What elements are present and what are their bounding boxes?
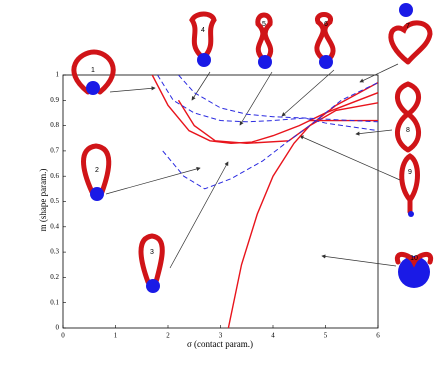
y-axis-label: m (shape param.) <box>38 169 48 232</box>
curve <box>178 75 378 123</box>
y-tick-label: 0 <box>56 324 60 332</box>
shape-icons <box>71 3 434 293</box>
x-axis-label: σ (contact param.) <box>187 339 253 349</box>
x-tick-label: 2 <box>166 332 170 340</box>
x-tick-label: 6 <box>376 332 380 340</box>
y-tick-label: 0.6 <box>50 172 59 180</box>
x-tick-label: 5 <box>324 332 328 340</box>
shape-number: 8 <box>406 127 410 134</box>
x-tick-label: 4 <box>271 332 275 340</box>
x-tick-label: 1 <box>114 332 118 340</box>
y-tick-label: 0.4 <box>50 222 59 230</box>
shape-number: 9 <box>408 169 412 176</box>
shape-number: 2 <box>95 167 99 174</box>
curve <box>227 81 378 328</box>
shape-number: 7 <box>406 23 410 30</box>
shape-number: 4 <box>201 27 205 34</box>
y-tick-label: 0.5 <box>50 197 59 205</box>
y-tick-label: 0.9 <box>50 96 59 104</box>
curve <box>162 82 378 190</box>
y-tick-label: 0.2 <box>50 273 59 281</box>
y-tick-label: 0.8 <box>50 121 59 129</box>
x-tick-label: 3 <box>219 332 223 340</box>
shape-number: 3 <box>150 249 154 256</box>
x-tick-label: 0 <box>61 332 65 340</box>
y-tick-label: 0.7 <box>50 147 59 155</box>
y-tick-label: 1 <box>56 71 60 79</box>
shape-number: 1 <box>91 67 95 74</box>
arrows <box>105 63 401 269</box>
shape-number: 10 <box>410 255 418 262</box>
y-tick-label: 0.1 <box>50 298 59 306</box>
shape-number: 6 <box>324 21 328 28</box>
curve <box>177 99 378 145</box>
shape-number: 5 <box>262 21 266 28</box>
y-tick-label: 0.3 <box>50 248 59 256</box>
curve <box>157 75 378 132</box>
